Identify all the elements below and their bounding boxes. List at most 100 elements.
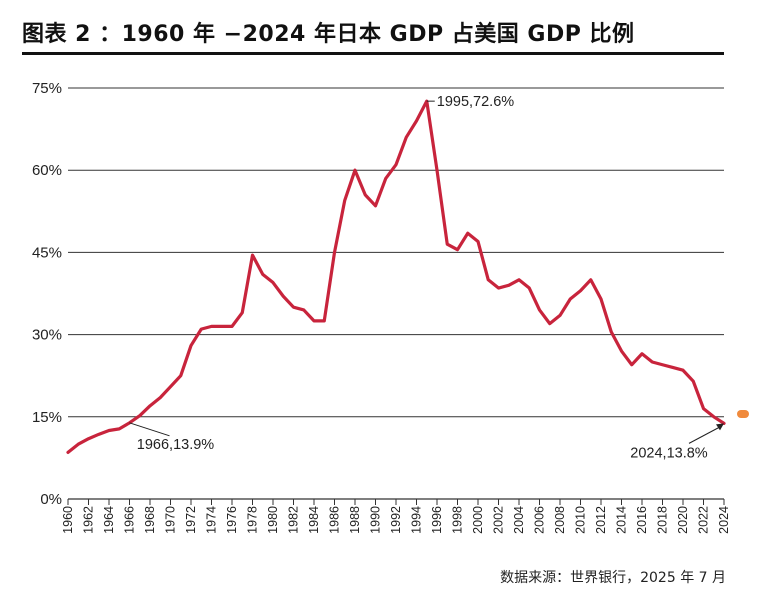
x-tick-label: 1970 [164,506,178,534]
data-point [528,287,531,289]
x-tick-label: 1996 [430,506,444,534]
data-point [395,163,397,166]
data-point [671,366,674,369]
x-tick-label: 2020 [676,506,690,534]
data-point [87,437,90,440]
y-tick-label: 45% [32,244,62,261]
x-tick-label: 1964 [102,506,116,534]
x-tick-label: 2022 [697,506,711,534]
data-point [579,289,582,292]
x-tick-label: 1966 [123,506,137,534]
x-tick-label: 1980 [266,506,280,534]
data-point [692,380,695,382]
data-point [630,363,633,366]
data-point [261,273,264,276]
data-point [548,322,551,325]
x-tick-label: 1972 [184,506,198,534]
x-tick-label: 2024 [717,506,731,534]
line-chart: 0% 15% 30% 45% 60% 75% 1960 1962 1964 1966 1968 19… [32,80,731,534]
data-point [159,396,162,399]
data-point [313,320,315,322]
data-point [384,177,387,180]
data-point [682,369,684,372]
x-tick-label: 2018 [656,506,670,534]
data-point [661,363,664,366]
data-point [241,311,244,314]
x-tick-label: 1986 [328,506,342,534]
chart-title: 图表 2 ：1960 年 −2024 年日本 GDP 占美国 GDP 比例 [22,22,635,47]
x-tick-label: 1960 [61,506,75,534]
x-tick-label: 1990 [369,506,383,534]
x-tick-label: 2014 [615,506,629,534]
y-tick-label: 0% [40,491,62,508]
annotation-label: 2024,13.8% [630,445,708,461]
x-tick-label: 1992 [389,506,403,534]
data-point [651,361,654,363]
data-point [620,350,623,352]
title-divider [22,52,724,55]
x-tick-label: 1974 [205,506,219,534]
y-tick-label: 30% [32,327,62,344]
data-point [272,281,274,284]
data-point [507,284,510,287]
data-point [446,243,449,245]
data-point [97,433,100,436]
data-point [436,169,438,171]
x-tick-label: 1976 [225,506,239,534]
data-point [641,352,643,355]
x-tick-label: 2012 [594,506,608,534]
annotation-label: 1995,72.6% [437,94,515,110]
data-point [364,194,367,196]
data-point [190,344,192,347]
x-tick-label: 1994 [410,506,424,534]
grid-layer [68,87,724,500]
data-point [456,248,459,251]
data-point [77,443,80,446]
data-point [333,251,336,254]
x-tick-label: 2004 [512,506,526,534]
y-tick-label: 15% [32,409,62,426]
data-point [487,279,490,281]
data-point [712,416,715,418]
data-point [538,309,541,311]
y-tick-label: 60% [32,162,62,179]
data-point [282,295,285,298]
x-tick-label: 1982 [287,506,301,534]
x-tick-label: 2010 [574,506,588,534]
data-point [343,199,346,202]
data-point [497,287,500,289]
data-point [210,325,213,328]
data-point [702,407,705,410]
annotation-leader [129,422,170,437]
x-tick-label: 1978 [246,506,260,534]
x-tick-label: 2006 [533,506,547,534]
annotation-label: 1966,13.9% [137,437,215,453]
data-point [518,279,520,281]
x-tick-label: 1968 [143,506,157,534]
data-point [200,328,203,330]
data-point [169,385,172,388]
data-point [610,331,613,333]
data-point [292,306,295,309]
annotation-leader [688,425,722,444]
data-point [415,120,418,122]
data-point [405,136,408,139]
data-point [477,240,479,243]
x-tick-label: 1962 [82,506,96,534]
annotation-layer: 1995,72.6% 1966,13.9% 2024,13.8% [129,94,724,461]
data-point [466,232,469,235]
data-point [600,298,602,300]
series-layer [66,99,726,455]
series-line [66,99,726,455]
y-tick-label: 75% [32,80,62,97]
data-point [302,309,305,311]
data-point [374,205,377,207]
data-point [589,279,592,281]
data-point [108,429,110,432]
x-tick-label: 2002 [492,506,506,534]
data-point [354,169,356,171]
x-tick-label: 1988 [348,506,362,534]
data-point [220,325,223,328]
annotation-arrowhead [716,423,724,431]
x-tick-label: 2000 [471,506,485,534]
